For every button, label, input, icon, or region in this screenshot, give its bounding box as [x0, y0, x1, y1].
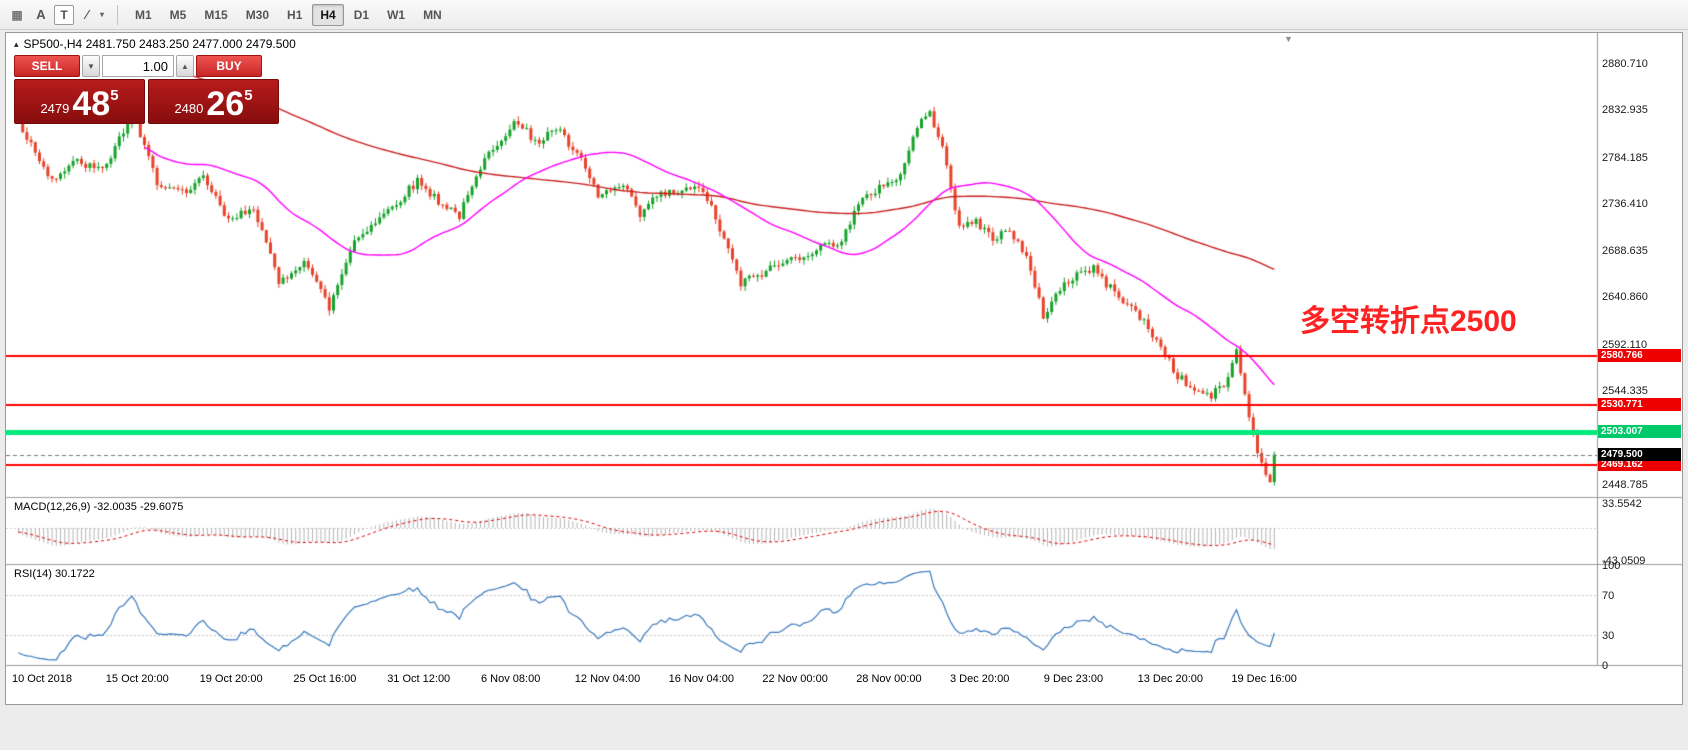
shapes-tool-icon[interactable]: ∕ [85, 7, 89, 22]
buy-button[interactable]: BUY [196, 55, 262, 77]
timeframe-button-m5[interactable]: M5 [169, 7, 187, 22]
chart-canvas[interactable] [6, 33, 1682, 704]
price-axis-tick: 2784.185 [1602, 151, 1648, 164]
text-tool-icon[interactable]: T [54, 4, 74, 25]
trade-prices-row: 2479 48 5 2480 26 5 [14, 79, 279, 124]
price-line-label[interactable]: 2469.162 [1598, 458, 1681, 471]
grid-icon[interactable]: ▦ [11, 7, 23, 22]
price-axis-tick: 2736.410 [1602, 198, 1648, 211]
toolbar: ▦ A T ∕ ▾ M1 M5 M15 M30 H1 H4 D1 W1 MN [0, 0, 1688, 30]
volume-input[interactable] [102, 55, 174, 77]
time-axis-label: 9 Dec 23:00 [1043, 673, 1104, 685]
price-axis-tick: 2544.335 [1602, 385, 1648, 398]
buy-price-sup: 5 [244, 87, 253, 104]
volume-increase-button[interactable]: ▲ [176, 55, 194, 77]
buy-price-main: 26 [206, 85, 245, 123]
price-axis-tick: 2448.785 [1602, 478, 1648, 491]
sell-price-prefix: 2479 [40, 101, 70, 116]
sell-button[interactable]: SELL [14, 55, 80, 77]
price-line-label[interactable]: 2530.771 [1598, 398, 1681, 411]
rsi-axis-value: 70 [1602, 590, 1615, 602]
timeframe-button-mn[interactable]: MN [423, 7, 442, 22]
price-axis-tick: 2880.710 [1602, 57, 1648, 70]
price-axis-tick: 2592.110 [1602, 338, 1648, 351]
timeframe-button-m1[interactable]: M1 [135, 7, 152, 22]
rsi-axis-value: 100 [1602, 560, 1621, 572]
time-axis-label: 28 Nov 00:00 [856, 673, 922, 685]
time-axis-label: 13 Dec 20:00 [1137, 673, 1204, 685]
time-axis-label: 25 Oct 16:00 [293, 673, 357, 685]
drawing-tools-group: ▦ A T ∕ ▾ [6, 4, 109, 26]
rsi-indicator-label: RSI(14) 30.1722 [14, 568, 95, 580]
buy-price-display[interactable]: 2480 26 5 [148, 79, 279, 124]
time-axis-label: 6 Nov 08:00 [481, 673, 541, 685]
time-axis-label: 19 Oct 20:00 [199, 673, 263, 685]
timeframe-button-h4[interactable]: H4 [312, 3, 344, 26]
arrow-tool-icon[interactable]: A [36, 7, 46, 22]
shift-marker-icon: ▼ [1284, 34, 1293, 44]
price-line-label[interactable]: 2503.007 [1598, 425, 1681, 438]
rsi-axis-value: 0 [1602, 660, 1609, 672]
price-axis-tick: 2688.635 [1602, 244, 1648, 257]
time-axis-label: 16 Nov 04:00 [668, 673, 735, 685]
chart-annotation-text: 多空转折点2500 [1300, 305, 1517, 339]
timeframe-button-h1[interactable]: H1 [287, 7, 303, 22]
timeframe-button-m30[interactable]: M30 [245, 7, 270, 22]
timeframe-button-d1[interactable]: D1 [353, 7, 370, 22]
symbol-ohlc-text: SP500-,H4 2481.750 2483.250 2477.000 247… [23, 37, 296, 51]
time-axis-label: 22 Nov 00:00 [762, 673, 828, 685]
sell-price-sup: 5 [110, 87, 119, 104]
timeframe-button-m15[interactable]: M15 [204, 7, 228, 22]
macd-axis-value: 33.5542 [1602, 497, 1642, 510]
time-axis-label: 31 Oct 12:00 [387, 673, 451, 685]
time-axis-label: 10 Oct 2018 [12, 673, 72, 685]
sell-price-display[interactable]: 2479 48 5 [14, 79, 145, 124]
time-axis-label: 3 Dec 20:00 [950, 673, 1010, 685]
price-axis-tick: 2640.860 [1602, 291, 1648, 304]
time-axis-label: 19 Dec 16:00 [1231, 673, 1297, 685]
timeframe-buttons-group: M1 M5 M15 M30 H1 H4 D1 W1 MN [126, 3, 451, 26]
chart-overlays: 2880.710 2832.935 2784.185 2736.410 2688.635… [6, 33, 1682, 704]
symbol-direction-icon: ▴ [14, 38, 19, 49]
buy-price-prefix: 2480 [174, 101, 204, 116]
timeframe-button-w1[interactable]: W1 [387, 7, 406, 22]
shapes-dropdown-caret-icon[interactable]: ▾ [99, 10, 104, 19]
toolbar-separator [117, 4, 118, 25]
sell-price-main: 48 [72, 85, 111, 123]
bid-price-label: 2479.500 [1598, 448, 1681, 461]
rsi-axis-value: 30 [1602, 630, 1615, 642]
macd-indicator-label: MACD(12,26,9) -32.0035 -29.6075 [14, 501, 184, 513]
trade-controls-row: SELL ▼ ▲ BUY [14, 55, 279, 77]
volume-decrease-button[interactable]: ▼ [82, 55, 100, 77]
chart-window: 2880.710 2832.935 2784.185 2736.410 2688.635… [5, 32, 1683, 705]
macd-axis-value: -43.0509 [1602, 555, 1646, 568]
symbol-info: ▴ SP500-,H4 2481.750 2483.250 2477.000 2… [14, 37, 296, 51]
price-line-label[interactable]: 2580.766 [1598, 349, 1681, 362]
time-axis-label: 12 Nov 04:00 [574, 673, 641, 685]
price-axis-tick: 2832.935 [1602, 104, 1648, 117]
one-click-trading-panel: SELL ▼ ▲ BUY 2479 48 5 2480 26 5 [14, 55, 279, 124]
time-axis-label: 15 Oct 20:00 [105, 673, 169, 685]
